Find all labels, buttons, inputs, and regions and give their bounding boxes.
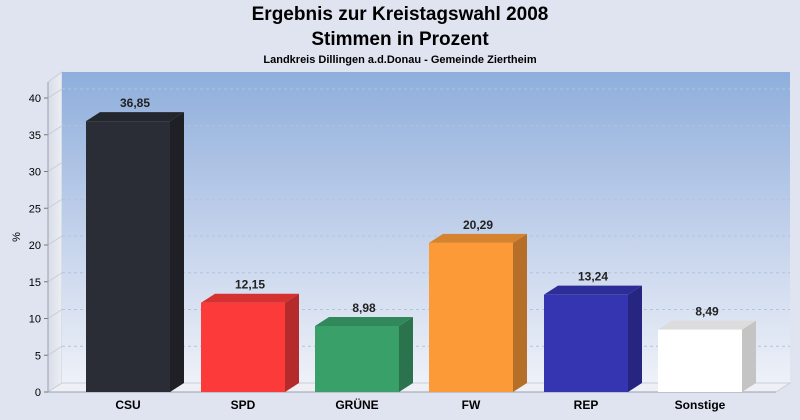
- bars: 36,85 12,15 8,98 20,29 13,24 8,49: [86, 96, 756, 392]
- bar-side: [170, 112, 184, 392]
- bar-value-label: 12,15: [235, 278, 265, 292]
- bar-value-label: 13,24: [578, 270, 608, 284]
- bar-top: [201, 293, 299, 303]
- bar-top: [86, 112, 184, 122]
- bar-value-label: 8,49: [695, 305, 719, 319]
- chart-title: Ergebnis zur Kreistagswahl 2008: [251, 4, 549, 25]
- bar-front: [315, 325, 399, 392]
- y-tick-label: 0: [35, 387, 41, 399]
- bar-top: [658, 320, 756, 330]
- y-tick-label: 20: [29, 240, 41, 252]
- bar-sonstige: 8,49: [658, 305, 756, 392]
- bar-front: [201, 302, 285, 392]
- bar-top: [544, 285, 642, 295]
- y-tick-label: 40: [29, 93, 41, 105]
- bar-value-label: 20,29: [463, 218, 493, 232]
- bar-value-label: 8,98: [352, 301, 376, 315]
- bar-top: [315, 316, 413, 326]
- grid-line-wall: [47, 88, 63, 99]
- bar-side: [742, 320, 756, 392]
- grid-line-wall: [47, 235, 63, 246]
- bar-csu: 36,85: [86, 96, 184, 392]
- bar-rep: 13,24: [544, 270, 642, 392]
- x-axis-categories: CSU SPD GRÜNE FW REP Sonstige: [115, 397, 725, 412]
- bar-value-label: 36,85: [120, 96, 150, 110]
- x-tick-label: REP: [574, 398, 599, 412]
- bar-side: [513, 233, 527, 392]
- bar-front: [429, 242, 513, 392]
- x-tick-label: FW: [462, 398, 481, 412]
- x-tick-label: CSU: [115, 398, 140, 412]
- chart-subtitle: Landkreis Dillingen a.d.Donau - Gemeinde…: [263, 54, 537, 66]
- bar-side: [628, 285, 642, 392]
- grid-line-wall: [47, 272, 63, 283]
- bar-top: [429, 233, 527, 243]
- bar-side: [399, 316, 413, 392]
- y-tick-label: 15: [29, 277, 41, 289]
- y-axis: 0 5 10 15 20 25 30 35 40: [29, 93, 48, 399]
- chart-title-line-2: Stimmen in Prozent: [311, 29, 489, 50]
- grid-line-wall: [47, 125, 63, 136]
- bar-front: [544, 294, 628, 392]
- x-tick-label: SPD: [231, 398, 256, 412]
- bar-fw: 20,29: [429, 218, 527, 392]
- grid-line-wall: [47, 162, 63, 172]
- y-tick-label: 25: [29, 203, 41, 215]
- grid-line-wall: [47, 198, 63, 209]
- bar-grüne: 8,98: [315, 301, 413, 392]
- bar-front: [86, 121, 170, 392]
- grid-line-wall: [47, 345, 63, 356]
- y-tick-label: 10: [29, 314, 41, 326]
- bar-spd: 12,15: [201, 278, 299, 392]
- grid-line-wall: [47, 309, 63, 319]
- y-tick-label: 30: [29, 167, 41, 179]
- y-tick-label: 5: [35, 350, 41, 362]
- chart-left-wall: [47, 71, 63, 393]
- bar-side: [285, 293, 299, 392]
- bar-front: [658, 329, 742, 392]
- x-tick-label: Sonstige: [675, 398, 726, 412]
- y-axis-label: %: [11, 232, 23, 242]
- y-tick-label: 35: [29, 130, 41, 142]
- x-tick-label: GRÜNE: [335, 397, 378, 412]
